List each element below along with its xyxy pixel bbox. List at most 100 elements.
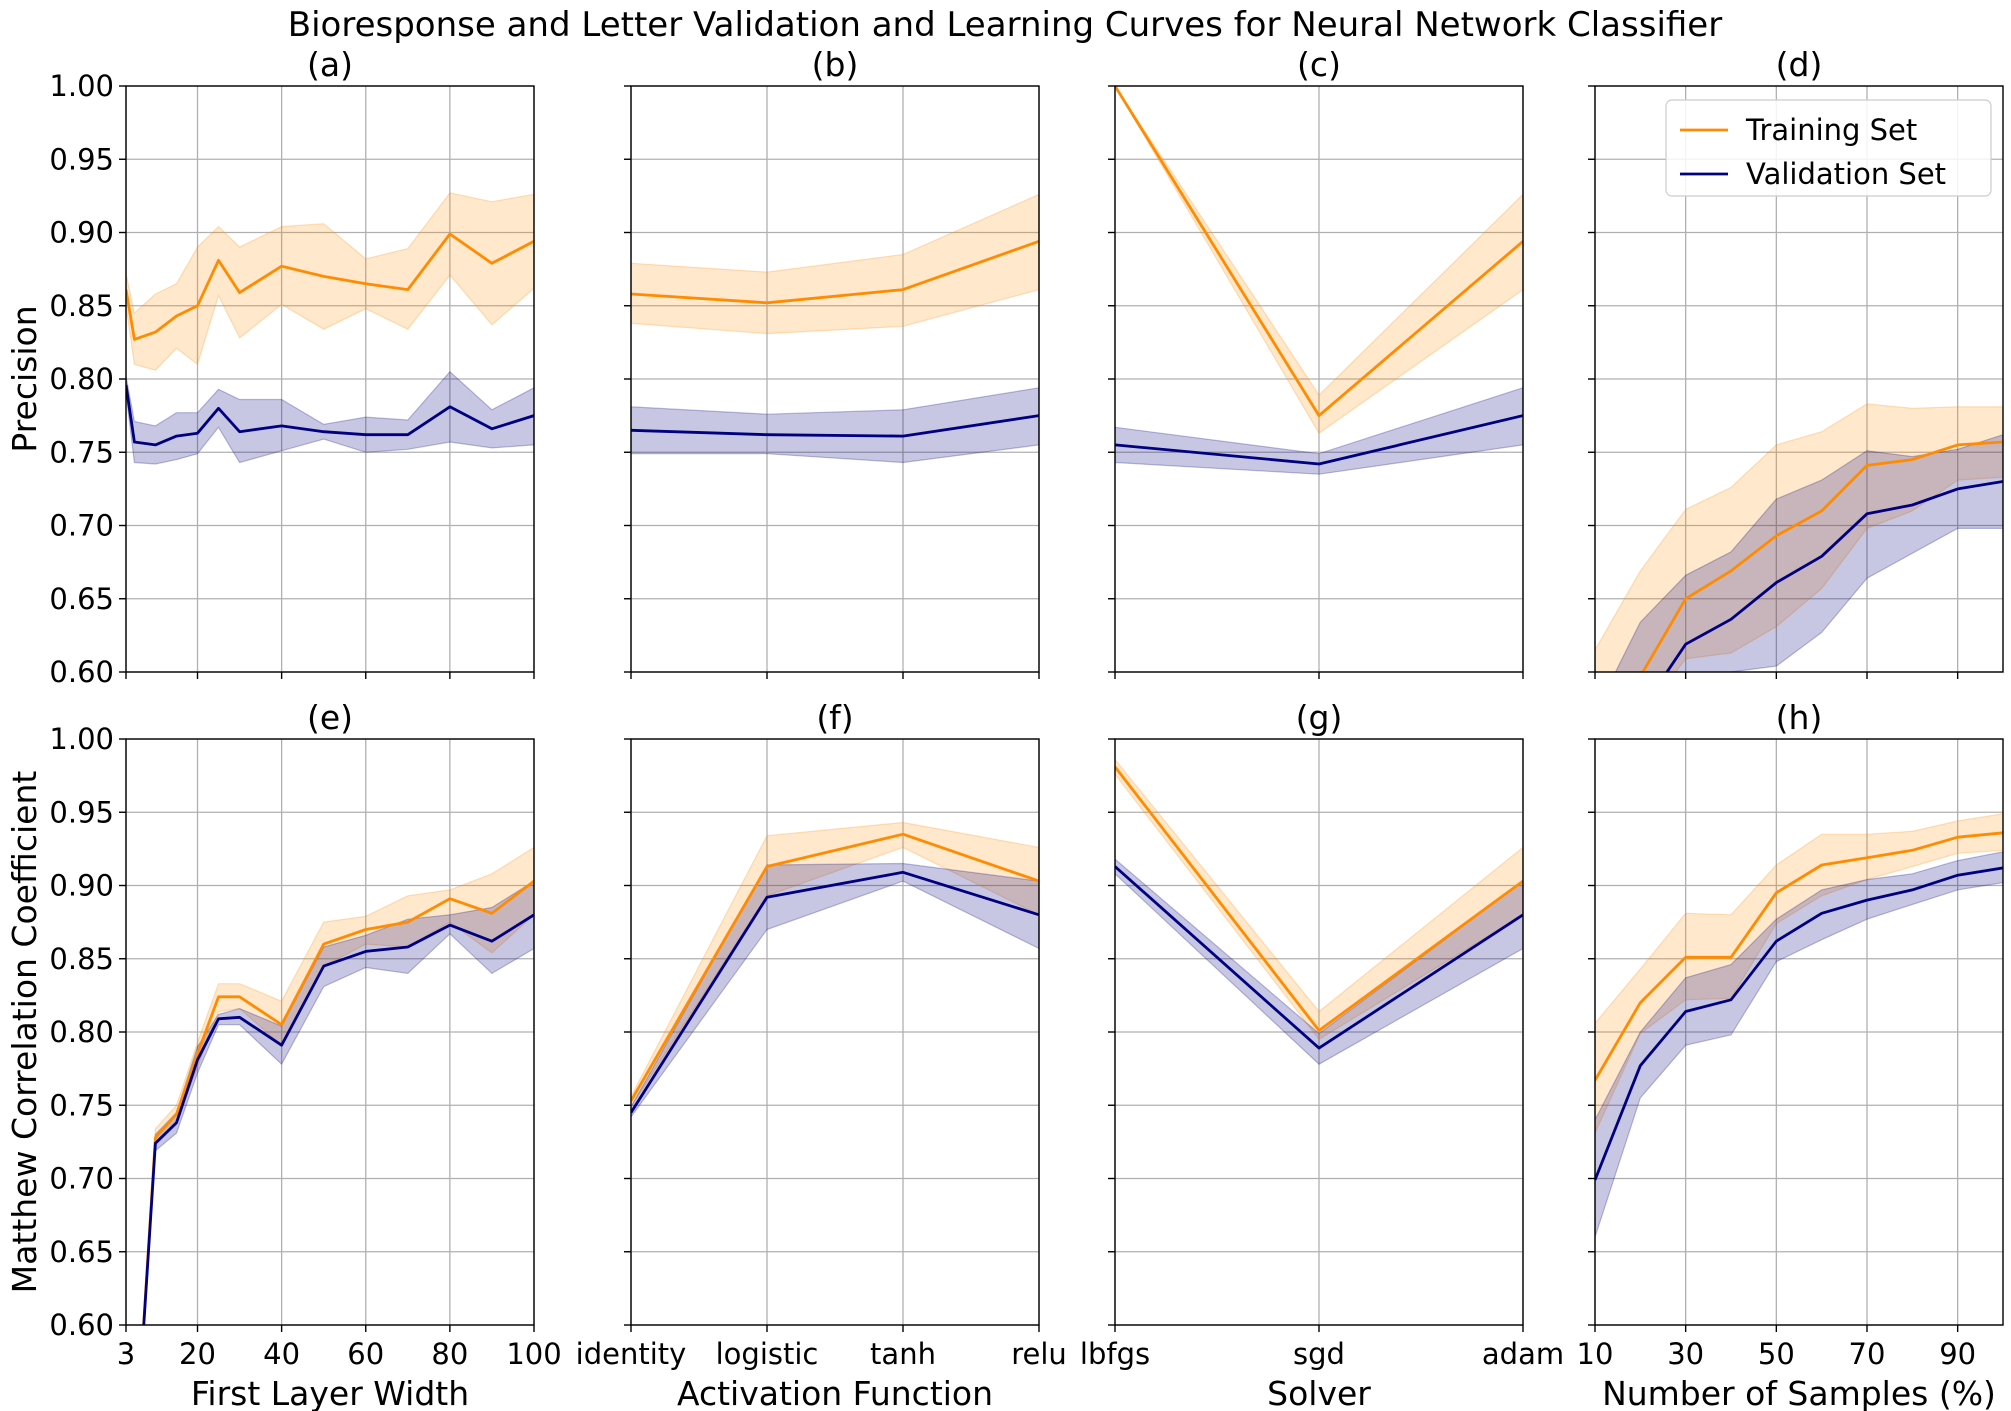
y-tick-label: 0.70	[49, 509, 114, 543]
y-tick-label: 0.75	[49, 435, 114, 469]
y-tick-label: 0.90	[49, 216, 114, 250]
x-tick-label: tanh	[870, 1337, 936, 1371]
y-tick-label: 0.90	[49, 869, 114, 903]
panel-title: (h)	[1776, 698, 1823, 737]
x-tick-label: relu	[1011, 1337, 1067, 1371]
training-band	[1115, 86, 1523, 435]
panel-d: (d) Training Set Validation Set	[1588, 45, 2004, 679]
y-tick-label: 0.75	[49, 1088, 114, 1122]
gridlines	[1114, 85, 1524, 673]
y-tick-label: 0.70	[49, 1162, 114, 1196]
panel-title: (f)	[816, 698, 853, 737]
panel-a: 0.60 0.65 0.70 0.75 0.80 0.85 0.90 0.95 1.00 (a) P…	[5, 45, 535, 689]
y-tick-label: 0.65	[49, 582, 114, 616]
x-tick-label: 90	[1939, 1337, 1976, 1371]
training-line	[1115, 86, 1523, 418]
panel-title: (g)	[1296, 698, 1343, 737]
panel-b: (b)	[624, 45, 1040, 679]
plot-area	[1595, 813, 2003, 1238]
validation-line	[126, 384, 534, 447]
training-line	[631, 832, 1039, 1102]
x-tick-label: identity	[576, 1337, 687, 1371]
x-axis-label: Solver	[1267, 1374, 1371, 1411]
training-line	[1115, 765, 1523, 1032]
gridlines	[630, 85, 1040, 673]
x-tick-label: 100	[506, 1337, 561, 1371]
training-band	[631, 193, 1039, 335]
panel-e: 0.60 0.65 0.70 0.75 0.80 0.85 0.90 0.95 1.00 3 20 4…	[5, 698, 562, 1411]
training-line	[1641, 440, 2003, 672]
training-line	[631, 239, 1039, 305]
validation-band	[1595, 851, 2003, 1238]
x-tick-label: 60	[347, 1337, 384, 1371]
validation-band	[142, 880, 534, 1325]
validation-line	[1665, 480, 2003, 672]
x-axis-label: First Layer Width	[191, 1374, 469, 1411]
x-tick-label: 10	[1577, 1337, 1614, 1371]
plot-area	[631, 821, 1039, 1119]
gridlines	[125, 85, 535, 673]
figure-title: Bioresponse and Letter Validation and Le…	[288, 5, 1722, 45]
gridlines	[125, 738, 535, 1326]
y-tick-label: 0.80	[49, 362, 114, 396]
validation-line	[1115, 865, 1523, 1050]
validation-line	[1595, 866, 2003, 1181]
y-tick-label: 0.65	[49, 1235, 114, 1269]
x-tick-label: lbfgs	[1080, 1337, 1150, 1371]
validation-line	[631, 870, 1039, 1114]
legend: Training Set Validation Set	[1665, 99, 1992, 197]
validation-line	[631, 414, 1039, 438]
validation-line	[1115, 414, 1523, 466]
x-tick-label: sgd	[1293, 1337, 1345, 1371]
x-tick-label: logistic	[716, 1337, 819, 1371]
training-line	[1595, 831, 2003, 1082]
y-axis-label: Matthew Correlation Coefficient	[5, 771, 44, 1294]
x-axis-label: Activation Function	[677, 1374, 993, 1411]
y-tick-label: 0.95	[49, 795, 114, 829]
plot-area	[1595, 403, 2003, 672]
panel-title: (c)	[1297, 45, 1341, 84]
panel-h: 10 30 50 70 90 (h) Number of Samples (%)	[1577, 698, 2004, 1411]
y-tick-label: 0.85	[49, 942, 114, 976]
training-band	[1115, 758, 1523, 1041]
legend-validation-label: Validation Set	[1746, 157, 1946, 191]
plot-area	[142, 846, 534, 1325]
panel-title: (a)	[307, 45, 353, 84]
training-line	[142, 879, 534, 1325]
y-tick-label: 1.00	[49, 722, 114, 756]
panel-c: (c)	[1108, 45, 1524, 679]
x-tick-label: 80	[431, 1337, 468, 1371]
validation-band	[126, 370, 534, 465]
x-tick-label: 40	[263, 1337, 300, 1371]
validation-band	[631, 387, 1039, 464]
y-tick-label: 1.00	[49, 69, 114, 103]
validation-line	[142, 913, 534, 1325]
training-band	[1595, 403, 2003, 672]
training-band	[126, 192, 534, 371]
y-tick-label: 0.95	[49, 142, 114, 176]
panel-title: (d)	[1776, 45, 1823, 84]
legend-training-label: Training Set	[1745, 113, 1917, 147]
plot-area	[631, 193, 1039, 464]
y-tick-label: 0.60	[49, 1308, 114, 1342]
plot-area	[126, 192, 534, 465]
y-axis-label: Precision	[5, 305, 44, 452]
x-tick-label: 3	[117, 1337, 135, 1371]
panel-title: (b)	[812, 45, 859, 84]
panel-title: (e)	[307, 698, 353, 737]
y-tick-label: 0.85	[49, 289, 114, 323]
validation-band	[1614, 434, 2003, 672]
plot-area	[1115, 758, 1523, 1065]
x-axis-label: Number of Samples (%)	[1602, 1374, 1996, 1411]
legend-box	[1665, 99, 1992, 197]
panel-g: lbfgs sgd adam (g) Solver	[1080, 698, 1564, 1411]
x-tick-label: adam	[1482, 1337, 1564, 1371]
validation-band	[1115, 858, 1523, 1065]
x-tick-label: 70	[1849, 1337, 1886, 1371]
panel-f: identity logistic tanh relu (f) Activation Fu…	[576, 698, 1067, 1411]
training-line	[126, 232, 534, 341]
x-tick-label: 50	[1758, 1337, 1795, 1371]
x-tick-label: 20	[179, 1337, 216, 1371]
training-band	[1595, 813, 2003, 1134]
